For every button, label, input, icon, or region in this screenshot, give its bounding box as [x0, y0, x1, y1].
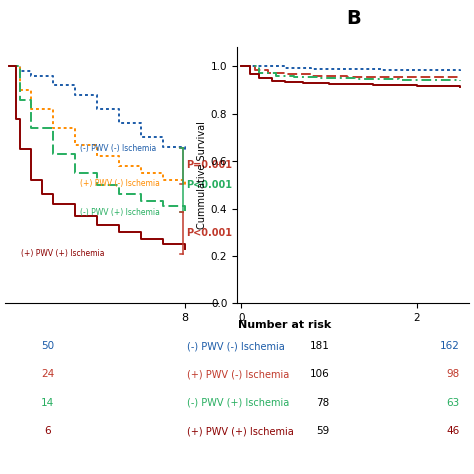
Y-axis label: Cummulative Survival: Cummulative Survival: [197, 121, 207, 229]
Text: (-) PWV (+) Ischemia: (-) PWV (+) Ischemia: [187, 398, 290, 408]
Text: P<0.001: P<0.001: [186, 180, 232, 190]
Text: 14: 14: [41, 398, 54, 408]
Text: P=0.001: P=0.001: [186, 160, 232, 170]
Text: 50: 50: [41, 341, 54, 351]
Text: (-) PWV (-) Ischemia: (-) PWV (-) Ischemia: [80, 144, 156, 153]
Text: (+) PWV (-) Ischemia: (+) PWV (-) Ischemia: [187, 369, 290, 380]
Text: 78: 78: [316, 398, 329, 408]
Text: 162: 162: [440, 341, 460, 351]
Text: 6: 6: [44, 426, 51, 437]
Text: B: B: [346, 9, 361, 28]
Text: 98: 98: [447, 369, 460, 380]
Text: 63: 63: [447, 398, 460, 408]
Text: (-) PWV (-) Ischemia: (-) PWV (-) Ischemia: [187, 341, 285, 351]
Text: (+) PWV (-) Ischemia: (+) PWV (-) Ischemia: [80, 179, 159, 188]
Text: 46: 46: [447, 426, 460, 437]
Text: 181: 181: [310, 341, 329, 351]
Text: 106: 106: [310, 369, 329, 380]
Text: 24: 24: [41, 369, 54, 380]
Text: (+) PWV (+) Ischemia: (+) PWV (+) Ischemia: [21, 249, 105, 258]
Text: Number at risk: Number at risk: [238, 320, 331, 330]
Text: P<0.001: P<0.001: [186, 228, 232, 238]
Text: 59: 59: [316, 426, 329, 437]
Text: (-) PWV (+) Ischemia: (-) PWV (+) Ischemia: [80, 208, 159, 217]
Text: (+) PWV (+) Ischemia: (+) PWV (+) Ischemia: [187, 426, 294, 437]
